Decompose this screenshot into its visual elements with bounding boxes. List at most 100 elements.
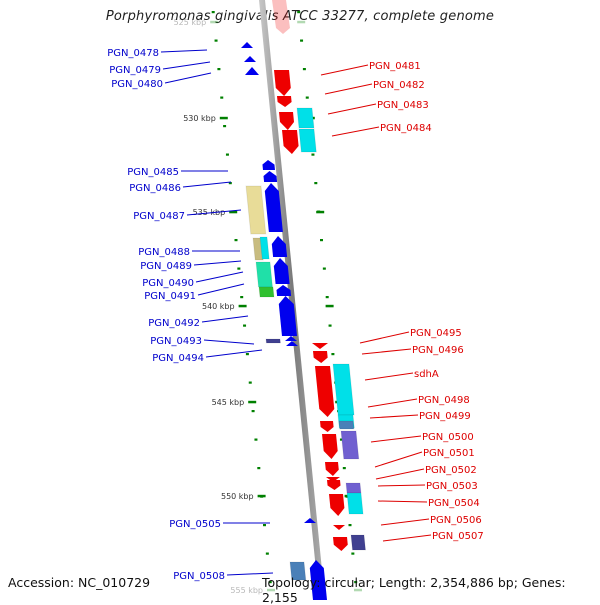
gene-PGN_0485[interactable] — [262, 160, 275, 170]
gene-label-PGN_0496[interactable]: PGN_0496 — [412, 345, 464, 356]
gene-label-PGN_0489[interactable]: PGN_0489 — [140, 261, 192, 272]
tick-dot — [263, 524, 266, 527]
gene-label-PGN_0486[interactable]: PGN_0486 — [129, 183, 181, 194]
tick-dot — [328, 324, 332, 327]
gene-label-PGN_0507[interactable]: PGN_0507 — [432, 531, 484, 542]
tick-dot — [254, 438, 258, 441]
tick-dot — [302, 68, 306, 71]
gene-label-PGN_0481[interactable]: PGN_0481 — [369, 61, 421, 72]
gene-PGN_0487[interactable] — [264, 183, 283, 232]
gene-PGN_0496[interactable] — [313, 351, 328, 363]
gene-label-PGN_0493[interactable]: PGN_0493 — [150, 336, 202, 347]
gene-PGN_0484[interactable] — [282, 130, 299, 154]
gene-PGN_0490[interactable] — [273, 258, 290, 284]
gene-label-PGN_0478[interactable]: PGN_0478 — [107, 48, 159, 59]
tick-dot — [342, 467, 346, 470]
label-leader — [364, 372, 414, 381]
cog-box-PGN_0490 — [255, 261, 274, 288]
gene-PGN_0494[interactable] — [286, 341, 298, 346]
topology-text: Topology: circular; Length: 2,354,886 bp… — [262, 575, 566, 605]
tick-dot — [225, 153, 229, 156]
tick-dot — [348, 524, 352, 527]
tick-dot — [268, 581, 272, 584]
cog-box-PGN_0504 — [346, 492, 364, 515]
tick-dot — [217, 68, 221, 71]
map-title: Porphyromonas gingivalis ATCC 33277, com… — [105, 9, 495, 24]
tick-label: 550 kbp — [221, 492, 254, 501]
gene-PGN_0481[interactable] — [274, 70, 291, 96]
label-leader — [203, 339, 255, 345]
gene-PGN_0486[interactable] — [263, 171, 278, 182]
gene-label-PGN_0500[interactable]: PGN_0500 — [422, 432, 474, 443]
gene-label-PGN_0482[interactable]: PGN_0482 — [373, 80, 425, 91]
gene-PGN_0492[interactable] — [278, 296, 297, 336]
gene-sdhA[interactable] — [315, 366, 335, 417]
gene-label-PGN_0508[interactable]: PGN_0508 — [173, 571, 225, 582]
gene-PGN_0480[interactable] — [245, 67, 259, 75]
gene-label-PGN_0498[interactable]: PGN_0498 — [418, 395, 470, 406]
gene-label-PGN_0506[interactable]: PGN_0506 — [430, 515, 482, 526]
gene-PGN_0491[interactable] — [276, 285, 292, 296]
tick-dot — [265, 552, 269, 555]
gene-label-PGN_0483[interactable]: PGN_0483 — [377, 100, 429, 111]
gene-label-PGN_0492[interactable]: PGN_0492 — [148, 318, 200, 329]
gene-PGN_0508[interactable] — [309, 560, 327, 600]
gene-PGN_0506[interactable] — [333, 525, 345, 530]
major-tick — [238, 304, 247, 308]
label-leader — [182, 181, 232, 188]
cog-box-PGN_0489 — [259, 236, 270, 260]
label-leader — [320, 64, 369, 76]
label-leader — [331, 126, 380, 137]
cog-box-PGN_0503 — [345, 482, 362, 494]
tick-dot — [322, 267, 326, 270]
major-tick — [257, 494, 266, 498]
gene-PGN_0495[interactable] — [312, 343, 328, 349]
gene-PGN_0500[interactable] — [325, 462, 339, 476]
faded-gene — [272, 0, 290, 34]
gene-label-PGN_0504[interactable]: PGN_0504 — [428, 498, 480, 509]
tick-dot — [220, 96, 224, 99]
tick-dot — [214, 39, 218, 42]
gene-label-PGN_0480[interactable]: PGN_0480 — [111, 79, 163, 90]
tick-dot — [237, 267, 241, 270]
gene-label-PGN_0484[interactable]: PGN_0484 — [380, 123, 432, 134]
tick-dot — [228, 182, 232, 185]
gene-PGN_0493[interactable] — [285, 336, 297, 341]
gene-PGN_0478[interactable] — [241, 42, 253, 48]
label-leader — [186, 209, 242, 216]
gene-label-PGN_0490[interactable]: PGN_0490 — [142, 278, 194, 289]
major-tick — [248, 400, 257, 404]
gene-PGN_0505[interactable] — [304, 518, 316, 523]
gene-label-PGN_0505[interactable]: PGN_0505 — [169, 519, 221, 530]
gene-label-PGN_0479[interactable]: PGN_0479 — [109, 65, 161, 76]
gene-label-PGN_0502[interactable]: PGN_0502 — [425, 465, 477, 476]
gene-PGN_0503[interactable] — [329, 494, 345, 516]
gene-label-PGN_0499[interactable]: PGN_0499 — [419, 411, 471, 422]
gene-label-PGN_0494[interactable]: PGN_0494 — [152, 353, 204, 364]
gene-label-PGN_0501[interactable]: PGN_0501 — [423, 448, 475, 459]
accession-text: Accession: NC_010729 — [8, 575, 151, 590]
gene-PGN_0479[interactable] — [244, 56, 256, 62]
gene-PGN_0482[interactable] — [277, 96, 292, 107]
gene-PGN_0501[interactable] — [326, 477, 340, 482]
gene-label-PGN_0488[interactable]: PGN_0488 — [138, 247, 190, 258]
major-tick — [219, 116, 228, 120]
cog-box-PGN_0491 — [258, 286, 275, 298]
gene-label-PGN_0491[interactable]: PGN_0491 — [144, 291, 196, 302]
gene-PGN_0498[interactable] — [320, 421, 334, 432]
gene-PGN_0499[interactable] — [322, 434, 338, 459]
tick-dot — [325, 296, 329, 299]
gene-PGN_0507[interactable] — [333, 537, 348, 551]
gene-PGN_0488[interactable] — [271, 236, 288, 257]
major-tick — [354, 588, 362, 592]
gene-label-PGN_0503[interactable]: PGN_0503 — [426, 481, 478, 492]
gene-PGN_0483[interactable] — [279, 112, 294, 130]
label-leader — [369, 414, 419, 419]
gene-label-PGN_0485[interactable]: PGN_0485 — [127, 167, 179, 178]
major-tick — [229, 210, 238, 214]
gene-label-PGN_0487[interactable]: PGN_0487 — [133, 211, 185, 222]
gene-PGN_0502[interactable] — [327, 480, 341, 490]
gene-label-PGN_0495[interactable]: PGN_0495 — [410, 328, 462, 339]
cog-box-PGN_0500 — [340, 430, 360, 460]
gene-label-sdhA[interactable]: sdhA — [414, 369, 439, 380]
